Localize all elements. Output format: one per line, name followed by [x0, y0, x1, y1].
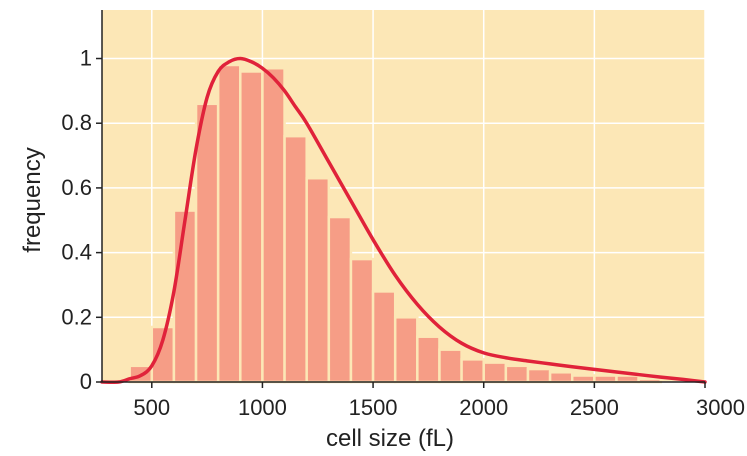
histogram-bar-650	[172, 209, 198, 384]
y-tick-labels: 0 0.2 0.4 0.6 0.8 1	[61, 46, 92, 394]
histogram-bar-2650	[615, 374, 640, 384]
y-axis-title: frequency	[19, 147, 46, 252]
axes	[96, 10, 706, 388]
histogram-bar-1250	[305, 176, 331, 384]
histogram-bar-750	[194, 102, 220, 384]
x-tick-label-3000: 3000	[696, 395, 745, 420]
histogram-bar-2450	[570, 374, 596, 384]
histogram-bar-1950	[460, 358, 485, 384]
histogram-bar-1150	[283, 134, 308, 384]
x-tick-label-1000: 1000	[238, 395, 287, 420]
x-tick-label-2000: 2000	[459, 395, 508, 420]
x-tick-label-2500: 2500	[570, 395, 619, 420]
x-tick-label-1500: 1500	[349, 395, 398, 420]
y-tick-label-5: 1	[80, 46, 92, 71]
histogram-bar-850	[216, 63, 242, 384]
histogram-bar-1650	[393, 316, 419, 384]
histogram-bar-2550	[593, 374, 618, 384]
histogram-bar-1750	[416, 335, 441, 384]
histogram-bar-1050	[261, 66, 286, 384]
histogram-bar-1450	[349, 257, 375, 384]
histogram-bar-2350	[548, 371, 574, 384]
y-tick-label-0: 0	[80, 369, 92, 394]
histogram-bar-2250	[526, 367, 552, 384]
histogram-bar-2050	[482, 361, 508, 384]
x-tick-label-500: 500	[133, 395, 170, 420]
histogram-bar-950	[239, 70, 264, 384]
y-tick-label-2: 0.4	[61, 240, 92, 265]
distribution-fit-curve	[100, 56, 707, 384]
histogram-bar-2150	[504, 364, 530, 384]
histogram-bar-1350	[327, 215, 353, 384]
histogram-bar-1850	[438, 348, 463, 384]
y-tick-label-4: 0.8	[61, 110, 92, 135]
y-tick-label-1: 0.2	[61, 304, 92, 329]
x-tick-labels: 500 1000 1500 2000 2500 3000	[133, 395, 745, 420]
histogram-bar-1550	[371, 290, 397, 384]
x-axis-title: cell size (fL)	[326, 425, 454, 452]
y-tick-label-3: 0.6	[61, 175, 92, 200]
